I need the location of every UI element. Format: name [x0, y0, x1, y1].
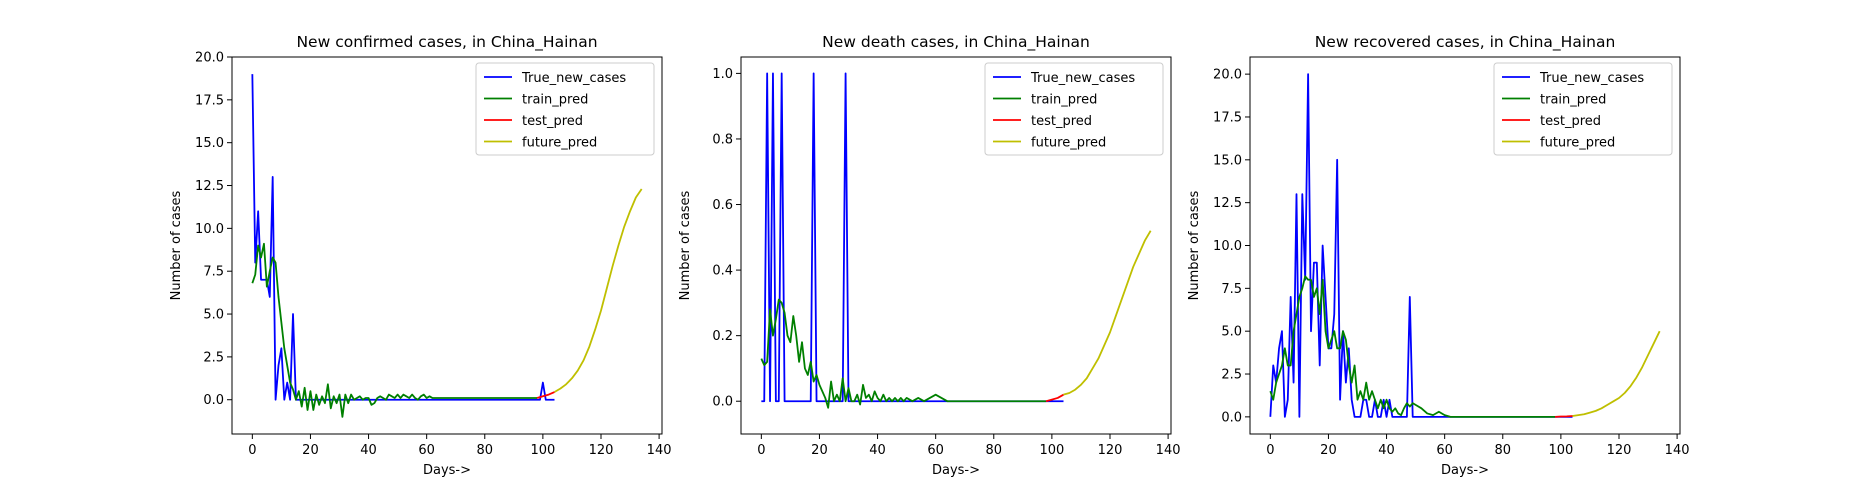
x-tick-label: 120	[589, 443, 614, 458]
legend-label: test_pred	[1540, 114, 1601, 129]
legend-label: True_new_cases	[521, 71, 626, 86]
series-line-test_pred	[1045, 393, 1064, 403]
x-tick-label: 80	[1494, 443, 1511, 458]
legend-label: True_new_cases	[1539, 71, 1644, 86]
y-tick-label: 5.0	[1221, 325, 1242, 340]
x-tick-label: 100	[530, 443, 555, 458]
chart-panel-3: 0 20 40 60 80 100 120 140 0.0 2.5 5.0 7.5 10.0 12.5 15…	[1187, 33, 1690, 478]
legend-label: train_pred	[522, 93, 588, 108]
y-tick-label: 20.0	[1213, 68, 1242, 83]
x-tick-label: 100	[1039, 443, 1064, 458]
chart-title: New confirmed cases, in China_Hainan	[296, 33, 597, 52]
chart-title: New recovered cases, in China_Hainan	[1315, 33, 1616, 52]
series-line-future_pred	[1063, 230, 1152, 396]
x-tick-label: 140	[1665, 443, 1690, 458]
x-tick-label: 120	[1607, 443, 1632, 458]
y-tick-label: 0.0	[203, 393, 224, 408]
series-line-True_new_cases	[1269, 73, 1573, 418]
legend-label: future_pred	[1540, 136, 1615, 151]
legend: True_new_cases train_pred test_pred future_…	[984, 62, 1164, 156]
x-axis-label: Days->	[932, 463, 980, 478]
series-line-True_new_cases	[761, 72, 1064, 403]
axes-frame	[740, 56, 1172, 435]
x-tick-label: 0	[1266, 443, 1274, 458]
series-group	[251, 74, 643, 418]
x-tick-label: 40	[1378, 443, 1395, 458]
y-tick-label: 0.6	[712, 198, 733, 213]
chart-title: New death cases, in China_Hainan	[822, 33, 1090, 52]
legend-box	[475, 62, 655, 156]
x-tick-label: 80	[985, 443, 1002, 458]
x-tick-label: 140	[1156, 443, 1181, 458]
y-tick-label: 20.0	[195, 51, 224, 66]
y-tick-label: 2.5	[203, 350, 224, 365]
legend-label: test_pred	[522, 114, 583, 129]
legend-box	[984, 62, 1164, 156]
y-tick-label: 15.0	[195, 136, 224, 151]
chart-panel-1: 0 20 40 60 80 100 120 140 0.0 2.5 5.0 7.5 10.0 12.5 15…	[169, 33, 672, 478]
y-tick-label: 15.0	[1213, 153, 1242, 168]
chart-panel-2: 0 20 40 60 80 100 120 140 0.0 0.2 0.4 0.6 0.8 1.0 New …	[678, 33, 1181, 478]
y-tick-label: 5.0	[203, 308, 224, 323]
y-tick-label: 12.5	[1213, 196, 1242, 211]
series-line-train_pred	[760, 298, 1047, 409]
legend-label: train_pred	[1540, 93, 1606, 108]
y-tick-label: 0.0	[712, 395, 733, 410]
x-tick-label: 60	[1436, 443, 1453, 458]
legend-label: test_pred	[1031, 114, 1092, 129]
x-tick-label: 140	[647, 443, 672, 458]
y-tick-label: 10.0	[195, 222, 224, 237]
series-line-train_pred	[1269, 275, 1556, 418]
y-tick-label: 1.0	[712, 67, 733, 82]
x-tick-label: 100	[1548, 443, 1573, 458]
x-tick-label: 80	[476, 443, 493, 458]
y-tick-label: 0.2	[712, 329, 733, 344]
y-tick-label: 17.5	[1213, 110, 1242, 125]
y-tick-label: 7.5	[203, 265, 224, 280]
y-tick-label: 10.0	[1213, 239, 1242, 254]
legend-label: train_pred	[1031, 93, 1097, 108]
y-tick-label: 7.5	[1221, 282, 1242, 297]
x-tick-label: 0	[248, 443, 256, 458]
x-tick-label: 60	[927, 443, 944, 458]
y-axis-label: Number of cases	[1187, 190, 1202, 300]
x-tick-label: 40	[360, 443, 377, 458]
series-line-future_pred	[554, 188, 643, 393]
y-tick-label: 12.5	[195, 179, 224, 194]
series-line-future_pred	[1572, 330, 1661, 417]
series-group	[760, 72, 1152, 409]
series-line-True_new_cases	[251, 74, 555, 401]
x-tick-label: 40	[869, 443, 886, 458]
x-axis-label: Days->	[1441, 463, 1489, 478]
axes-frame	[231, 56, 663, 435]
x-tick-label: 60	[418, 443, 435, 458]
series-group	[1269, 73, 1661, 418]
x-axis-label: Days->	[423, 463, 471, 478]
x-tick-label: 120	[1098, 443, 1123, 458]
y-tick-label: 0.8	[712, 132, 733, 147]
legend: True_new_cases train_pred test_pred future_…	[1493, 62, 1673, 156]
legend-label: future_pred	[1031, 136, 1106, 151]
series-line-train_pred	[251, 242, 538, 418]
y-tick-label: 0.4	[712, 264, 733, 279]
series-line-test_pred	[536, 391, 555, 399]
legend-label: future_pred	[522, 136, 597, 151]
y-tick-label: 17.5	[195, 93, 224, 108]
y-axis-label: Number of cases	[678, 190, 693, 300]
x-tick-label: 20	[1320, 443, 1337, 458]
legend-box	[1493, 62, 1673, 156]
y-tick-label: 0.0	[1221, 410, 1242, 425]
x-tick-label: 20	[302, 443, 319, 458]
series-line-test_pred	[1555, 415, 1573, 418]
legend: True_new_cases train_pred test_pred future_…	[475, 62, 655, 156]
x-tick-label: 20	[811, 443, 828, 458]
x-tick-label: 0	[757, 443, 765, 458]
legend-label: True_new_cases	[1030, 71, 1135, 86]
y-tick-label: 2.5	[1221, 368, 1242, 383]
y-axis-label: Number of cases	[169, 190, 184, 300]
